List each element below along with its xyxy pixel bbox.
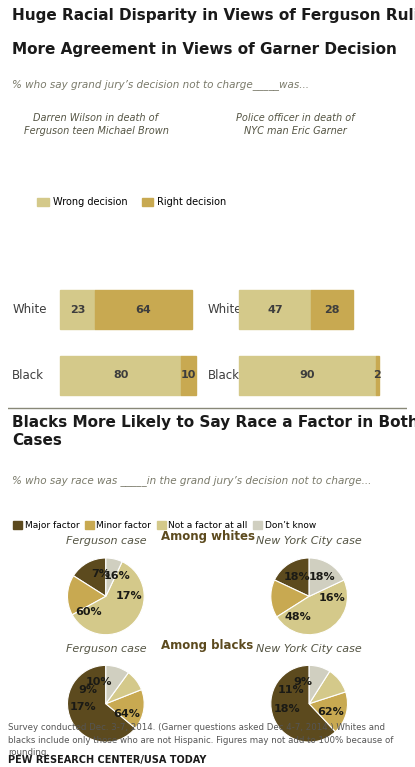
Text: 9%: 9%: [78, 685, 97, 695]
Text: 2: 2: [373, 370, 381, 380]
Wedge shape: [277, 580, 347, 634]
Text: Black: Black: [208, 369, 239, 381]
Bar: [60, 291, 95, 330]
Wedge shape: [106, 690, 144, 728]
Text: 18%: 18%: [273, 704, 300, 714]
Text: Police officer in death of
NYC man Eric Garner: Police officer in death of NYC man Eric …: [236, 113, 354, 136]
Text: Among blacks: Among blacks: [161, 640, 254, 652]
Text: Survey conducted Dec. 3-7, 2014. (Garner questions asked Dec 4-7, 2014.) Whites : Survey conducted Dec. 3-7, 2014. (Garner…: [8, 723, 394, 757]
Bar: [239, 291, 310, 330]
Text: 48%: 48%: [285, 611, 312, 621]
Text: 23: 23: [70, 304, 85, 315]
Text: 18%: 18%: [308, 572, 335, 582]
Wedge shape: [106, 673, 142, 704]
Bar: [376, 356, 378, 395]
Text: 64%: 64%: [113, 709, 140, 719]
Bar: [239, 356, 376, 395]
Text: 60%: 60%: [76, 607, 103, 617]
Text: White: White: [12, 304, 47, 316]
Wedge shape: [106, 666, 128, 704]
Text: Darren Wilson in death of
Ferguson teen Michael Brown: Darren Wilson in death of Ferguson teen …: [24, 113, 168, 136]
Title: New York City case: New York City case: [256, 644, 362, 653]
Text: Black: Black: [12, 369, 44, 381]
Title: New York City case: New York City case: [256, 536, 362, 546]
Bar: [60, 356, 181, 395]
Text: Huge Racial Disparity in Views of Ferguson Ruling,: Huge Racial Disparity in Views of Fergus…: [12, 8, 415, 23]
Text: 64: 64: [135, 304, 151, 315]
Text: 16%: 16%: [319, 593, 346, 603]
Bar: [310, 291, 353, 330]
Wedge shape: [271, 666, 335, 742]
Wedge shape: [72, 561, 144, 634]
Wedge shape: [68, 666, 135, 742]
Text: More Agreement in Views of Garner Decision: More Agreement in Views of Garner Decisi…: [12, 41, 397, 57]
Text: 47: 47: [267, 304, 283, 315]
Text: 18%: 18%: [283, 572, 310, 582]
Wedge shape: [309, 666, 330, 704]
Wedge shape: [274, 558, 309, 597]
Bar: [95, 291, 192, 330]
Title: Ferguson case: Ferguson case: [66, 644, 146, 653]
Text: Among whites: Among whites: [161, 531, 254, 543]
Text: Blacks More Likely to Say Race a Factor in Both
Cases: Blacks More Likely to Say Race a Factor …: [12, 415, 415, 449]
Text: 28: 28: [324, 304, 339, 315]
Title: Ferguson case: Ferguson case: [66, 536, 146, 546]
Wedge shape: [73, 558, 106, 597]
Text: 7%: 7%: [91, 569, 110, 579]
Text: 62%: 62%: [317, 707, 344, 717]
Wedge shape: [309, 671, 346, 704]
Text: 11%: 11%: [278, 685, 304, 695]
Wedge shape: [68, 576, 106, 615]
Text: 17%: 17%: [70, 703, 96, 713]
Text: PEW RESEARCH CENTER/USA TODAY: PEW RESEARCH CENTER/USA TODAY: [8, 755, 207, 765]
Text: 9%: 9%: [293, 676, 312, 686]
Text: 80: 80: [113, 370, 128, 380]
Text: 10%: 10%: [85, 676, 112, 686]
Bar: [181, 356, 196, 395]
Wedge shape: [106, 558, 122, 597]
Wedge shape: [271, 580, 309, 617]
Text: % who say grand jury’s decision not to charge_____was...: % who say grand jury’s decision not to c…: [12, 78, 309, 90]
Wedge shape: [309, 692, 347, 732]
Legend: Major factor, Minor factor, Not a factor at all, Don’t know: Major factor, Minor factor, Not a factor…: [13, 521, 316, 530]
Wedge shape: [309, 558, 344, 597]
Legend: Wrong decision, Right decision: Wrong decision, Right decision: [37, 197, 227, 207]
Text: 16%: 16%: [103, 571, 130, 581]
Text: 10: 10: [181, 370, 196, 380]
Text: % who say race was _____in the grand jury’s decision not to charge...: % who say race was _____in the grand jur…: [12, 476, 372, 486]
Text: White: White: [208, 304, 242, 316]
Text: 90: 90: [300, 370, 315, 380]
Text: 17%: 17%: [115, 591, 142, 601]
